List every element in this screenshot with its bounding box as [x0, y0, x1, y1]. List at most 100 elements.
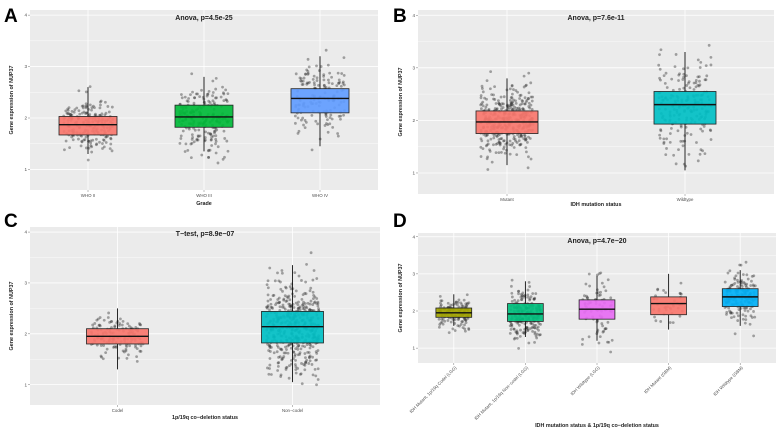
data-point: [502, 95, 506, 99]
data-point: [268, 357, 272, 360]
data-point: [524, 138, 528, 142]
panel-b-letter: B: [393, 6, 407, 27]
data-point: [449, 320, 453, 324]
data-point: [99, 354, 103, 358]
data-point: [518, 94, 522, 97]
data-point: [601, 324, 605, 328]
data-point: [275, 301, 279, 305]
data-point: [63, 148, 66, 152]
x-category-label: WHO II: [81, 193, 95, 198]
data-point: [518, 334, 522, 338]
data-point: [524, 84, 528, 88]
data-point: [479, 103, 483, 107]
data-point: [301, 116, 305, 120]
data-point: [98, 316, 102, 319]
data-point: [664, 291, 668, 295]
data-point: [208, 148, 212, 152]
data-point: [107, 110, 111, 114]
data-point: [315, 302, 318, 305]
data-point: [533, 326, 536, 330]
data-point: [529, 81, 533, 85]
data-point: [309, 286, 313, 290]
x-category-label: Wildtype: [677, 197, 694, 202]
data-point: [517, 289, 521, 293]
data-point: [528, 137, 532, 140]
data-point: [340, 72, 344, 75]
data-point: [502, 147, 505, 151]
data-point: [294, 72, 298, 76]
data-point: [521, 291, 525, 295]
data-point: [454, 300, 458, 304]
data-point: [695, 141, 698, 144]
data-point: [751, 283, 755, 287]
data-point: [299, 79, 303, 83]
data-point: [512, 327, 516, 331]
y-tick-label: 3: [24, 64, 27, 69]
data-point: [215, 128, 219, 132]
data-point: [458, 324, 461, 328]
data-point: [510, 323, 514, 327]
data-point: [337, 78, 341, 82]
data-point: [610, 338, 614, 342]
data-point: [297, 300, 300, 304]
data-point: [277, 301, 280, 305]
data-point: [725, 310, 729, 314]
data-point: [275, 344, 279, 347]
data-point: [303, 126, 307, 129]
data-point: [283, 307, 287, 311]
data-point: [509, 104, 513, 108]
data-point: [301, 344, 304, 348]
data-point: [301, 307, 305, 310]
data-point: [299, 347, 303, 351]
panel-c-title: T−test, p=8.9e−07: [176, 231, 235, 238]
data-point: [288, 303, 292, 306]
data-point: [685, 131, 689, 135]
data-point: [740, 281, 744, 285]
data-point: [697, 75, 701, 79]
data-point: [193, 128, 197, 132]
data-point: [280, 348, 284, 352]
data-point: [486, 155, 490, 159]
data-point: [515, 332, 519, 336]
data-point: [93, 322, 97, 325]
data-point: [502, 145, 506, 149]
data-point: [109, 142, 113, 146]
data-point: [214, 76, 218, 80]
data-point: [685, 84, 689, 87]
data-point: [481, 147, 485, 151]
data-point: [276, 346, 280, 349]
data-point: [305, 68, 309, 72]
data-point: [82, 110, 86, 114]
data-point: [508, 324, 512, 328]
data-point: [189, 93, 192, 97]
data-point: [69, 113, 72, 117]
data-point: [527, 135, 530, 139]
data-point: [459, 301, 463, 305]
data-point: [214, 137, 218, 141]
data-point: [326, 123, 330, 127]
data-point: [455, 303, 459, 307]
panel-a-xlabel: Grade: [196, 201, 212, 207]
data-point: [285, 299, 289, 303]
data-point: [225, 139, 229, 143]
data-point: [498, 141, 502, 145]
data-point: [530, 326, 534, 330]
data-point: [692, 88, 696, 91]
data-point: [522, 108, 526, 112]
data-point: [494, 151, 498, 155]
data-point: [688, 86, 692, 90]
data-point: [519, 142, 523, 146]
data-point: [696, 58, 700, 62]
data-point: [200, 88, 203, 92]
data-point: [513, 137, 517, 141]
data-point: [105, 347, 109, 351]
panel-c-y-ticks: 1 2 3 4: [24, 230, 30, 387]
data-point: [659, 128, 663, 132]
data-point: [492, 143, 495, 147]
data-point: [753, 315, 757, 319]
data-point: [725, 312, 728, 316]
data-point: [526, 288, 530, 292]
data-point: [461, 320, 464, 323]
data-point: [212, 101, 216, 105]
data-point: [745, 285, 748, 289]
